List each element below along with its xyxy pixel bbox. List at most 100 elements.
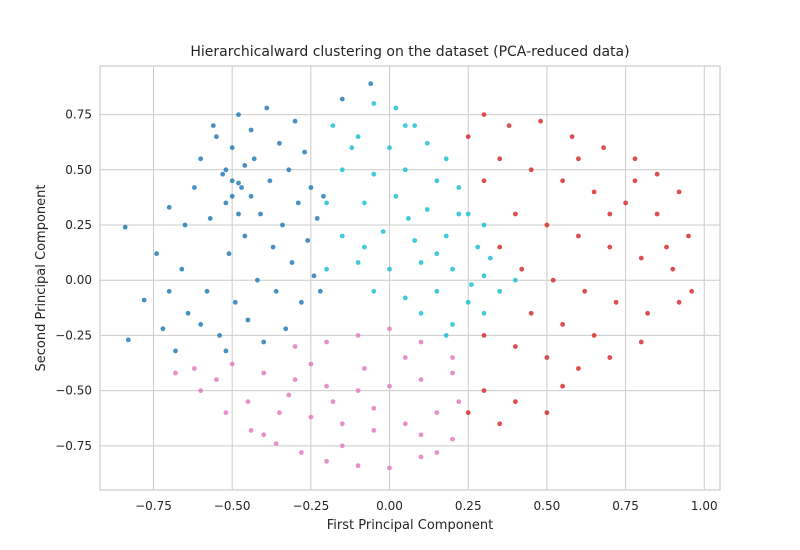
data-point [339,96,345,102]
data-point [125,337,131,343]
data-point [261,370,267,376]
data-point [185,310,191,316]
data-point [173,370,178,376]
x-tick-label: −0.50 [214,499,251,513]
data-point [465,211,471,217]
data-point [418,377,424,382]
data-point [686,233,691,239]
data-point [544,410,550,416]
data-point [576,156,581,162]
data-point [273,288,279,294]
data-point [450,355,455,360]
data-point [664,244,669,250]
data-point [371,288,377,294]
data-point [443,333,449,338]
data-point [368,81,374,87]
data-point [220,171,226,177]
data-point [513,344,518,349]
data-point [371,405,377,411]
data-point [676,189,682,195]
data-point [299,299,304,305]
data-point [308,185,314,190]
data-point [632,178,638,184]
data-point [497,156,503,162]
data-point [362,244,367,250]
data-point [324,200,329,206]
cluster-3-points [465,112,695,427]
cluster-1-points [122,81,374,354]
y-tick-label: 0.50 [65,163,92,177]
data-point [638,255,644,261]
data-point [387,266,392,272]
y-tick-labels: −0.75 −0.50 −0.25 0.00 0.25 0.50 0.75 [55,108,92,453]
data-point [380,229,386,235]
data-point [465,299,471,305]
data-point [214,377,219,382]
plot-frame [99,65,721,491]
data-point [223,410,229,416]
data-point [292,118,298,124]
data-point [465,410,471,416]
data-point [273,441,279,446]
data-point [122,224,128,230]
data-point [406,216,411,221]
data-point [450,370,455,376]
data-point [519,266,525,272]
data-point [469,282,474,287]
data-point [324,458,329,464]
data-point [160,326,166,332]
data-point [676,299,682,305]
data-point [242,233,248,239]
data-point [424,140,430,146]
data-point [251,156,257,162]
data-point [258,211,263,217]
data-point [443,233,449,239]
data-point [371,428,377,433]
data-point [166,204,172,210]
data-point [481,178,487,184]
data-point [314,216,320,221]
data-point [393,193,399,199]
data-point [591,333,597,338]
data-point [192,185,197,190]
data-point [550,277,556,283]
data-point [544,355,550,360]
data-point [236,112,241,117]
data-point [569,134,575,140]
data-point [481,333,487,338]
chart-title: Hierarchicalward clustering on the datas… [190,44,629,60]
data-point [402,123,408,128]
data-point [450,436,455,442]
data-point [481,310,487,316]
data-point [182,222,188,228]
data-point [402,355,408,360]
data-points [122,81,695,471]
data-point [349,145,355,151]
data-point [402,421,408,427]
data-point [434,410,440,416]
data-point [601,145,606,151]
data-point [613,299,619,305]
x-tick-label: 0.50 [534,499,561,513]
data-point [528,167,534,173]
data-point [154,251,160,257]
data-point [607,244,613,250]
data-point [245,399,251,405]
data-point [481,222,487,228]
data-point [689,288,695,294]
data-point [339,167,345,173]
data-point [418,339,424,345]
data-point [475,244,481,250]
y-tick-label: 0.00 [65,273,92,287]
data-point [242,163,248,168]
data-point [481,112,487,117]
data-point [418,432,424,438]
data-point [528,310,534,316]
data-point [355,134,361,140]
data-point [223,200,229,206]
data-point [506,123,512,128]
data-point [311,273,317,279]
data-point [192,366,197,371]
data-point [393,105,399,111]
data-point [277,410,282,416]
